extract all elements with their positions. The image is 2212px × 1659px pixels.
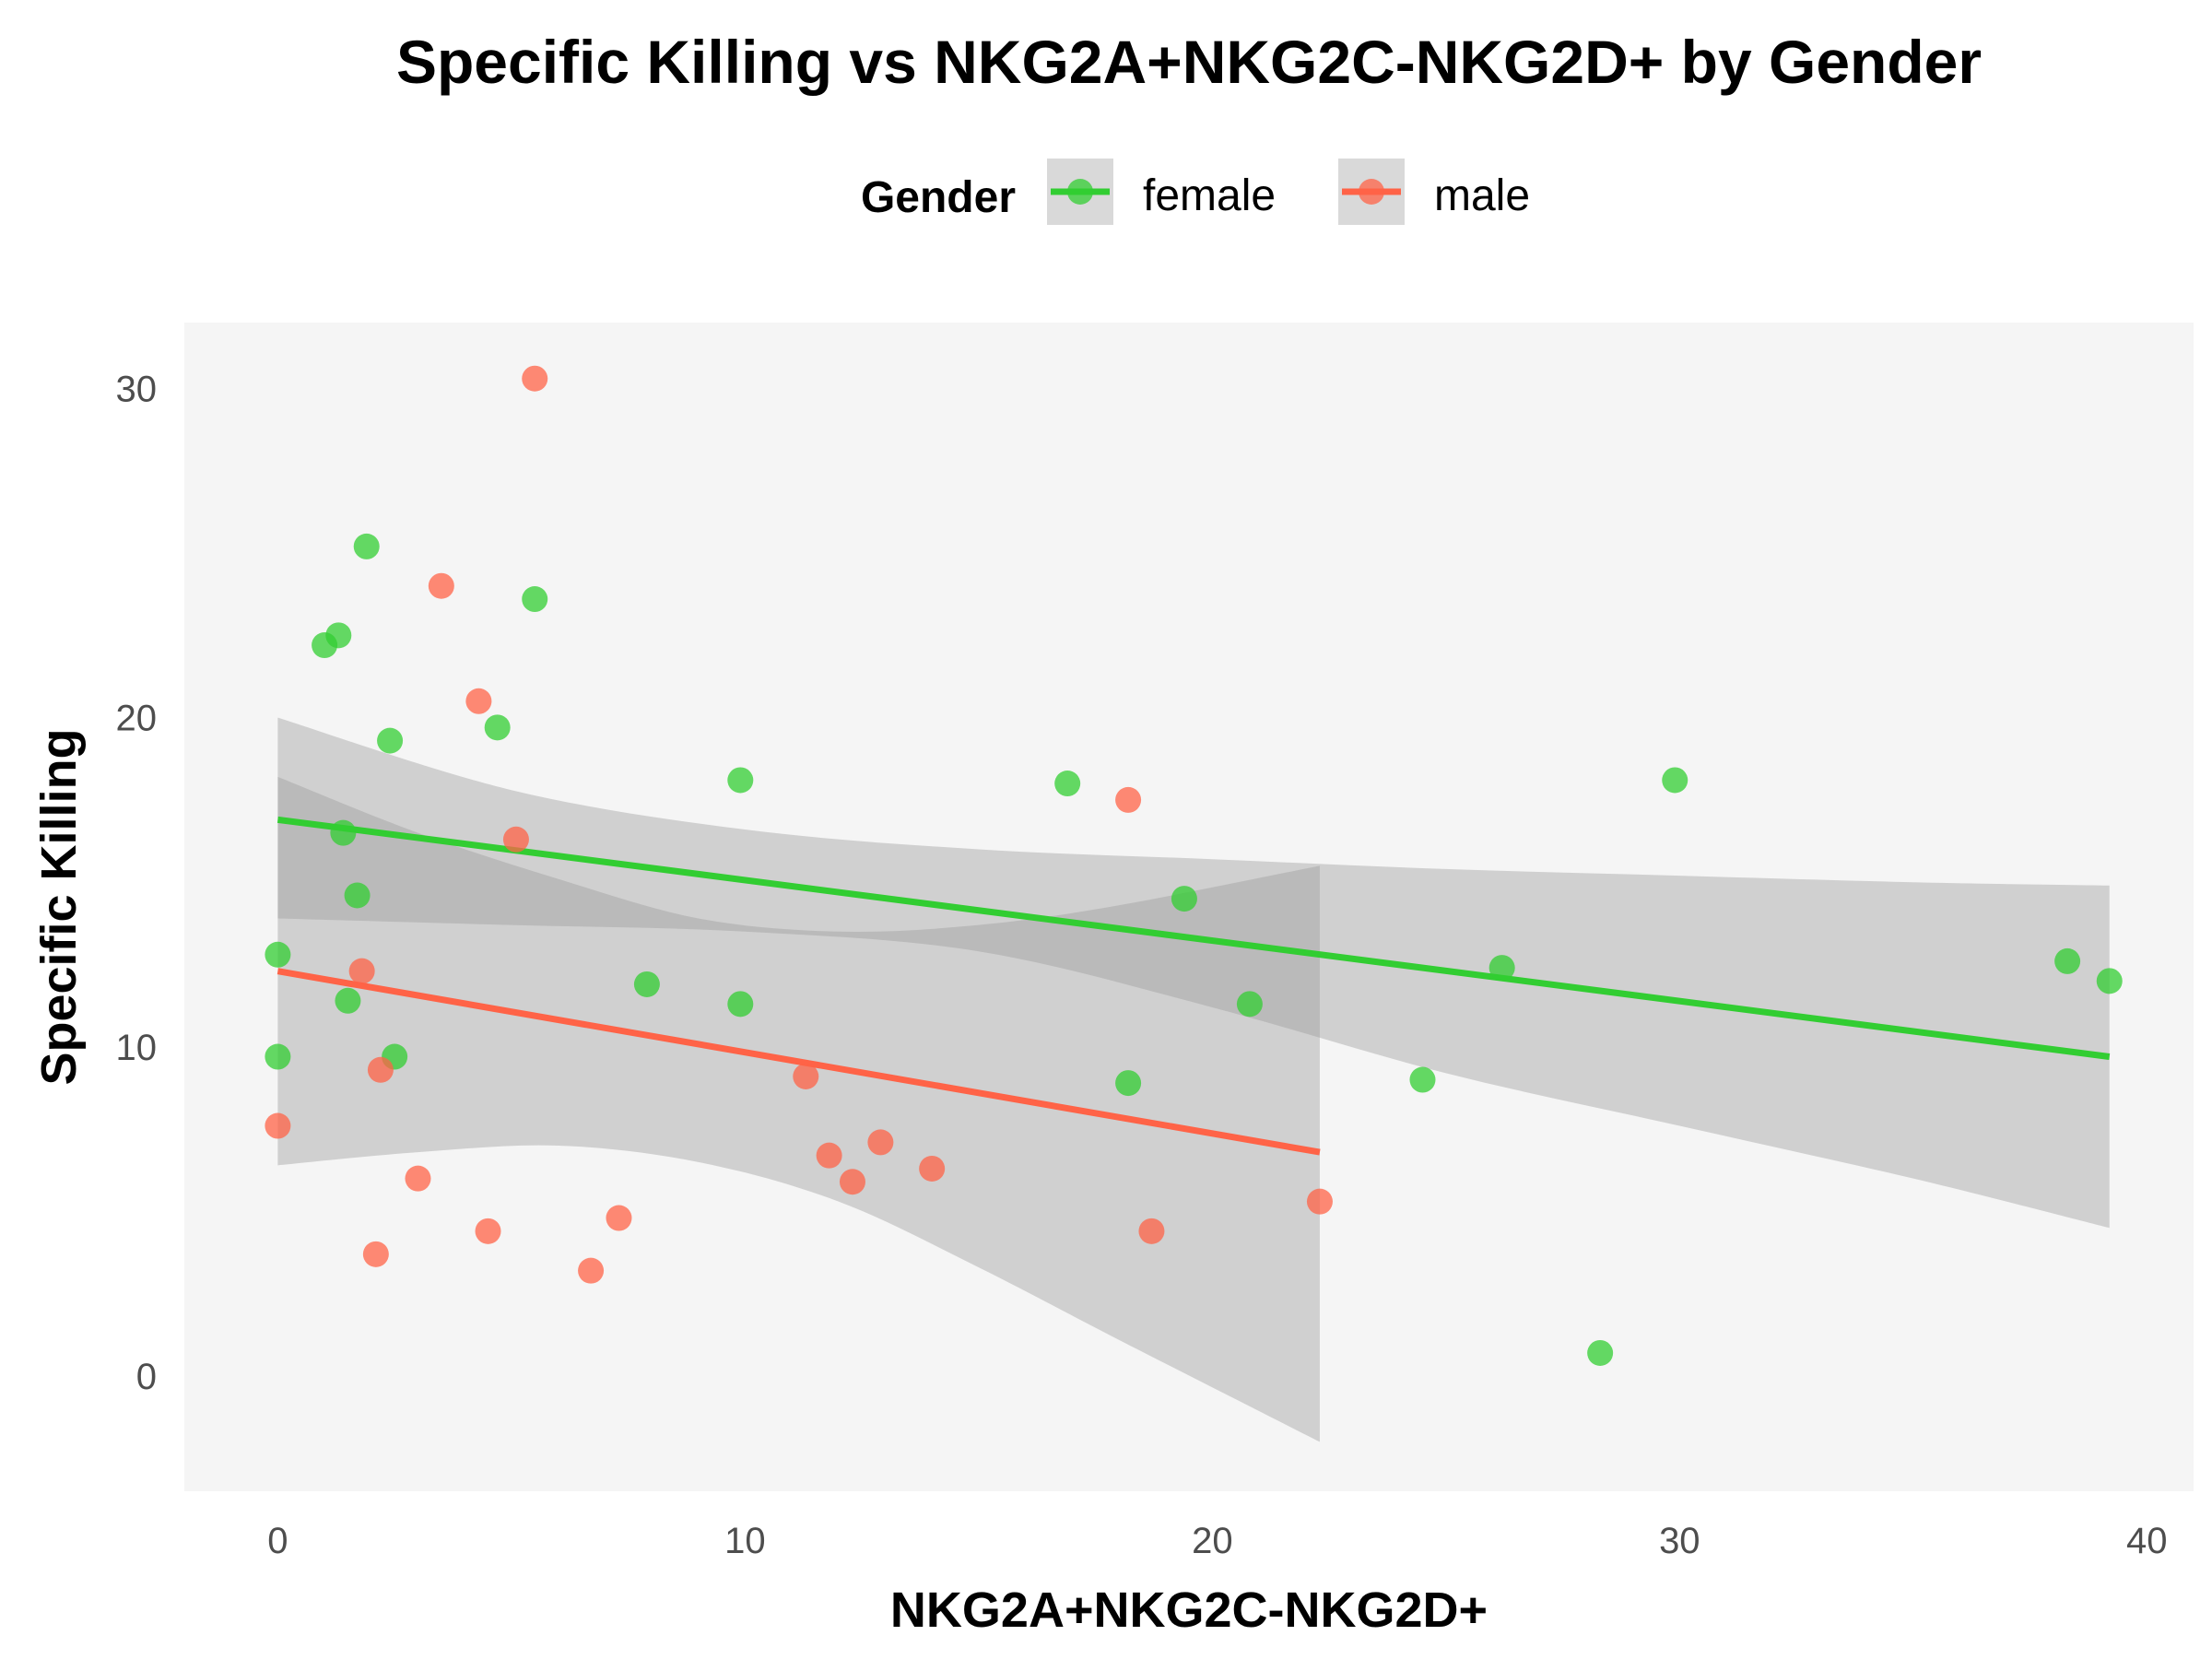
data-point-male [367,1056,394,1083]
data-point-female [1171,886,1197,912]
data-point-female [335,987,361,1014]
data-point-female [1587,1339,1614,1366]
data-point-female [353,533,380,559]
x-tick-label: 20 [1192,1521,1233,1561]
data-point-male [465,688,492,714]
data-point-female [325,622,352,649]
data-point-male [348,958,375,984]
data-point-female [1115,1070,1142,1097]
data-point-male [428,572,454,599]
data-point-male [793,1063,819,1089]
data-points [265,365,2123,1366]
data-point-male [502,826,529,853]
legend-marker-male [1359,179,1384,205]
data-point-male [405,1165,431,1192]
x-tick-label: 0 [267,1521,288,1561]
legend-label-female: female [1143,171,1276,220]
legend-label-male: male [1434,171,1530,220]
data-point-female [522,586,548,613]
data-point-female [2054,947,2081,974]
x-tick-label: 10 [724,1521,766,1561]
data-point-female [1409,1066,1436,1093]
data-point-female [1236,991,1263,1018]
data-point-male [578,1257,605,1284]
confidence-band-male [277,776,1320,1442]
data-point-male [606,1205,632,1231]
legend-item-female: female [1047,159,1276,225]
data-point-female [344,882,371,909]
confidence-bands [277,717,2110,1442]
data-point-female [1488,955,1515,982]
data-point-female [330,819,357,846]
legend-marker-female [1067,179,1093,205]
y-axis-ticks: 0 10 20 30 [116,369,158,1397]
legend-item-male: male [1338,159,1530,225]
data-point-male [919,1155,946,1182]
data-point-male [1115,786,1142,813]
data-point-female [727,991,754,1018]
data-point-male [1138,1218,1165,1244]
x-axis-title: NKG2A+NKG2C-NKG2D+ [890,1583,1488,1638]
y-tick-label: 0 [136,1357,157,1397]
fit-line-female [276,816,2111,1060]
data-point-female [377,727,404,754]
data-point-male [265,1112,291,1139]
legend-title: Gender [861,173,1016,222]
x-tick-label: 30 [1659,1521,1700,1561]
data-point-male [1306,1188,1333,1215]
data-point-female [484,714,511,741]
y-tick-label: 10 [116,1028,158,1068]
data-point-female [265,941,291,968]
data-point-male [816,1142,842,1169]
data-point-female [2096,968,2123,994]
x-tick-label: 40 [2126,1521,2168,1561]
chart-title: Specific Killing vs NKG2A+NKG2C-NKG2D+ b… [396,28,1982,96]
x-axis-ticks: 0 10 20 30 40 [267,1521,2167,1561]
data-point-female [1662,767,1688,794]
data-point-male [839,1169,865,1195]
data-point-male [475,1218,501,1244]
fit-line-male [276,968,1321,1156]
y-tick-label: 20 [116,699,158,739]
data-point-female [633,971,660,997]
data-point-female [265,1043,291,1070]
data-point-male [522,365,548,392]
data-point-female [1054,771,1081,797]
data-point-female [727,767,754,794]
legend: Gender female male [861,159,1530,225]
data-point-male [362,1241,389,1267]
data-point-male [867,1129,894,1156]
confidence-band-female [277,717,2110,1229]
y-axis-title: Specific Killing [31,728,87,1085]
fit-lines [276,816,2111,1156]
y-tick-label: 30 [116,369,158,409]
